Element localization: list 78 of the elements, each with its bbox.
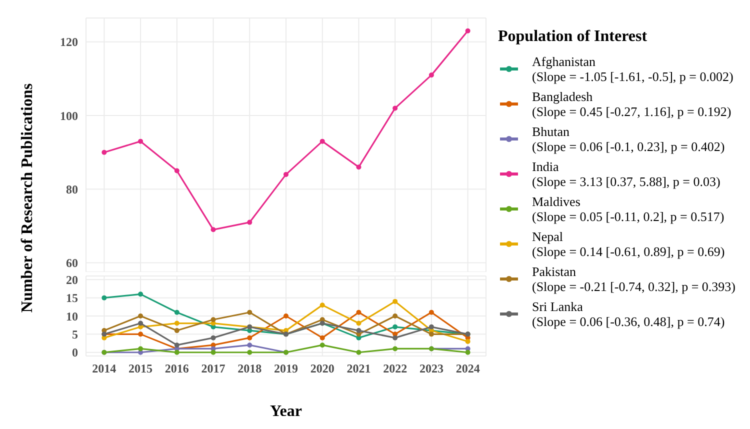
point [210, 335, 216, 340]
y-tick-label: 100 [60, 108, 78, 123]
point [356, 320, 362, 326]
point [428, 72, 434, 78]
point [392, 298, 398, 304]
point [465, 28, 470, 34]
point [174, 168, 180, 174]
point [284, 314, 288, 318]
point [392, 346, 398, 352]
y-tick-label: 60 [66, 256, 78, 270]
point [356, 164, 362, 170]
point [428, 332, 434, 337]
y-tick-label: 5 [72, 327, 78, 342]
point [174, 320, 180, 326]
point [247, 220, 252, 225]
point [284, 172, 288, 177]
legend-label: Bhutan (Slope = 0.06 [-0.1, 0.23], p = 0.402) [532, 124, 725, 154]
y-tick-label: 0 [72, 346, 78, 360]
point [320, 335, 325, 340]
point [138, 332, 144, 337]
point [247, 342, 252, 348]
x-tick-label: 2016 [164, 362, 189, 376]
legend-label: Afghanistan (Slope = -1.05 [-1.61, -0.5], p = 0.002) [532, 54, 734, 84]
point [428, 310, 434, 315]
legend-label: Sri Lanka (Slope = 0.06 [-0.36, 0.48], p = 0.74) [532, 299, 725, 329]
y-tick-label: 120 [60, 35, 78, 50]
point [138, 292, 144, 297]
point [392, 335, 398, 340]
point [174, 350, 180, 355]
point [138, 314, 144, 318]
point [102, 150, 107, 155]
point [174, 328, 180, 334]
x-tick-label: 2022 [383, 362, 408, 376]
legend-label: India (Slope = 3.13 [0.37, 5.88], p = 0.03) [532, 159, 720, 189]
x-tick-label: 2023 [419, 362, 444, 376]
x-tick-label: 2020 [310, 362, 334, 376]
point [392, 314, 398, 318]
y-tick-label: 80 [66, 182, 78, 196]
point [320, 342, 325, 348]
y-axis-title: Number of Research Publications [19, 83, 37, 313]
y-tick-label: 10 [66, 309, 78, 324]
legend-label: Nepal (Slope = 0.14 [-0.61, 0.89], p = 0.69) [532, 229, 725, 259]
point [138, 320, 144, 326]
x-tick-label: 2014 [92, 362, 116, 376]
point [174, 310, 180, 315]
x-tick-label: 2019 [274, 362, 298, 376]
point [210, 227, 216, 232]
point [247, 350, 252, 355]
point [356, 310, 362, 315]
x-tick-label: 2024 [456, 362, 480, 376]
point [102, 295, 107, 300]
y-tick-label: 20 [66, 272, 78, 287]
point [392, 324, 398, 330]
legend-label: Pakistan (Slope = -0.21 [-0.74, 0.32], p = 0.393) [532, 264, 736, 294]
point [210, 317, 216, 322]
x-tick-label: 2015 [128, 362, 153, 376]
point [356, 328, 362, 334]
point [247, 310, 252, 315]
point [210, 350, 216, 355]
legend-title: Population of Interest [498, 28, 648, 46]
legend-label: Maldives (Slope = 0.05 [-0.11, 0.2], p = 0.517) [532, 194, 724, 224]
x-tick-label: 2018 [238, 362, 262, 376]
x-axis-title: Year [270, 403, 302, 420]
point [356, 350, 362, 355]
point [247, 335, 252, 340]
y-tick-label: 15 [66, 291, 78, 306]
point [465, 350, 470, 355]
legend-label: Bangladesh (Slope = 0.45 [-0.27, 1.16], p = 0.192) [532, 89, 732, 119]
point [320, 302, 325, 308]
x-tick-label: 2021 [346, 362, 371, 376]
point [138, 138, 144, 144]
point [174, 342, 180, 348]
point [465, 338, 470, 344]
point [138, 346, 144, 352]
point [428, 324, 434, 330]
point [320, 138, 325, 144]
point [392, 106, 398, 111]
x-tick-label: 2017 [201, 362, 226, 376]
